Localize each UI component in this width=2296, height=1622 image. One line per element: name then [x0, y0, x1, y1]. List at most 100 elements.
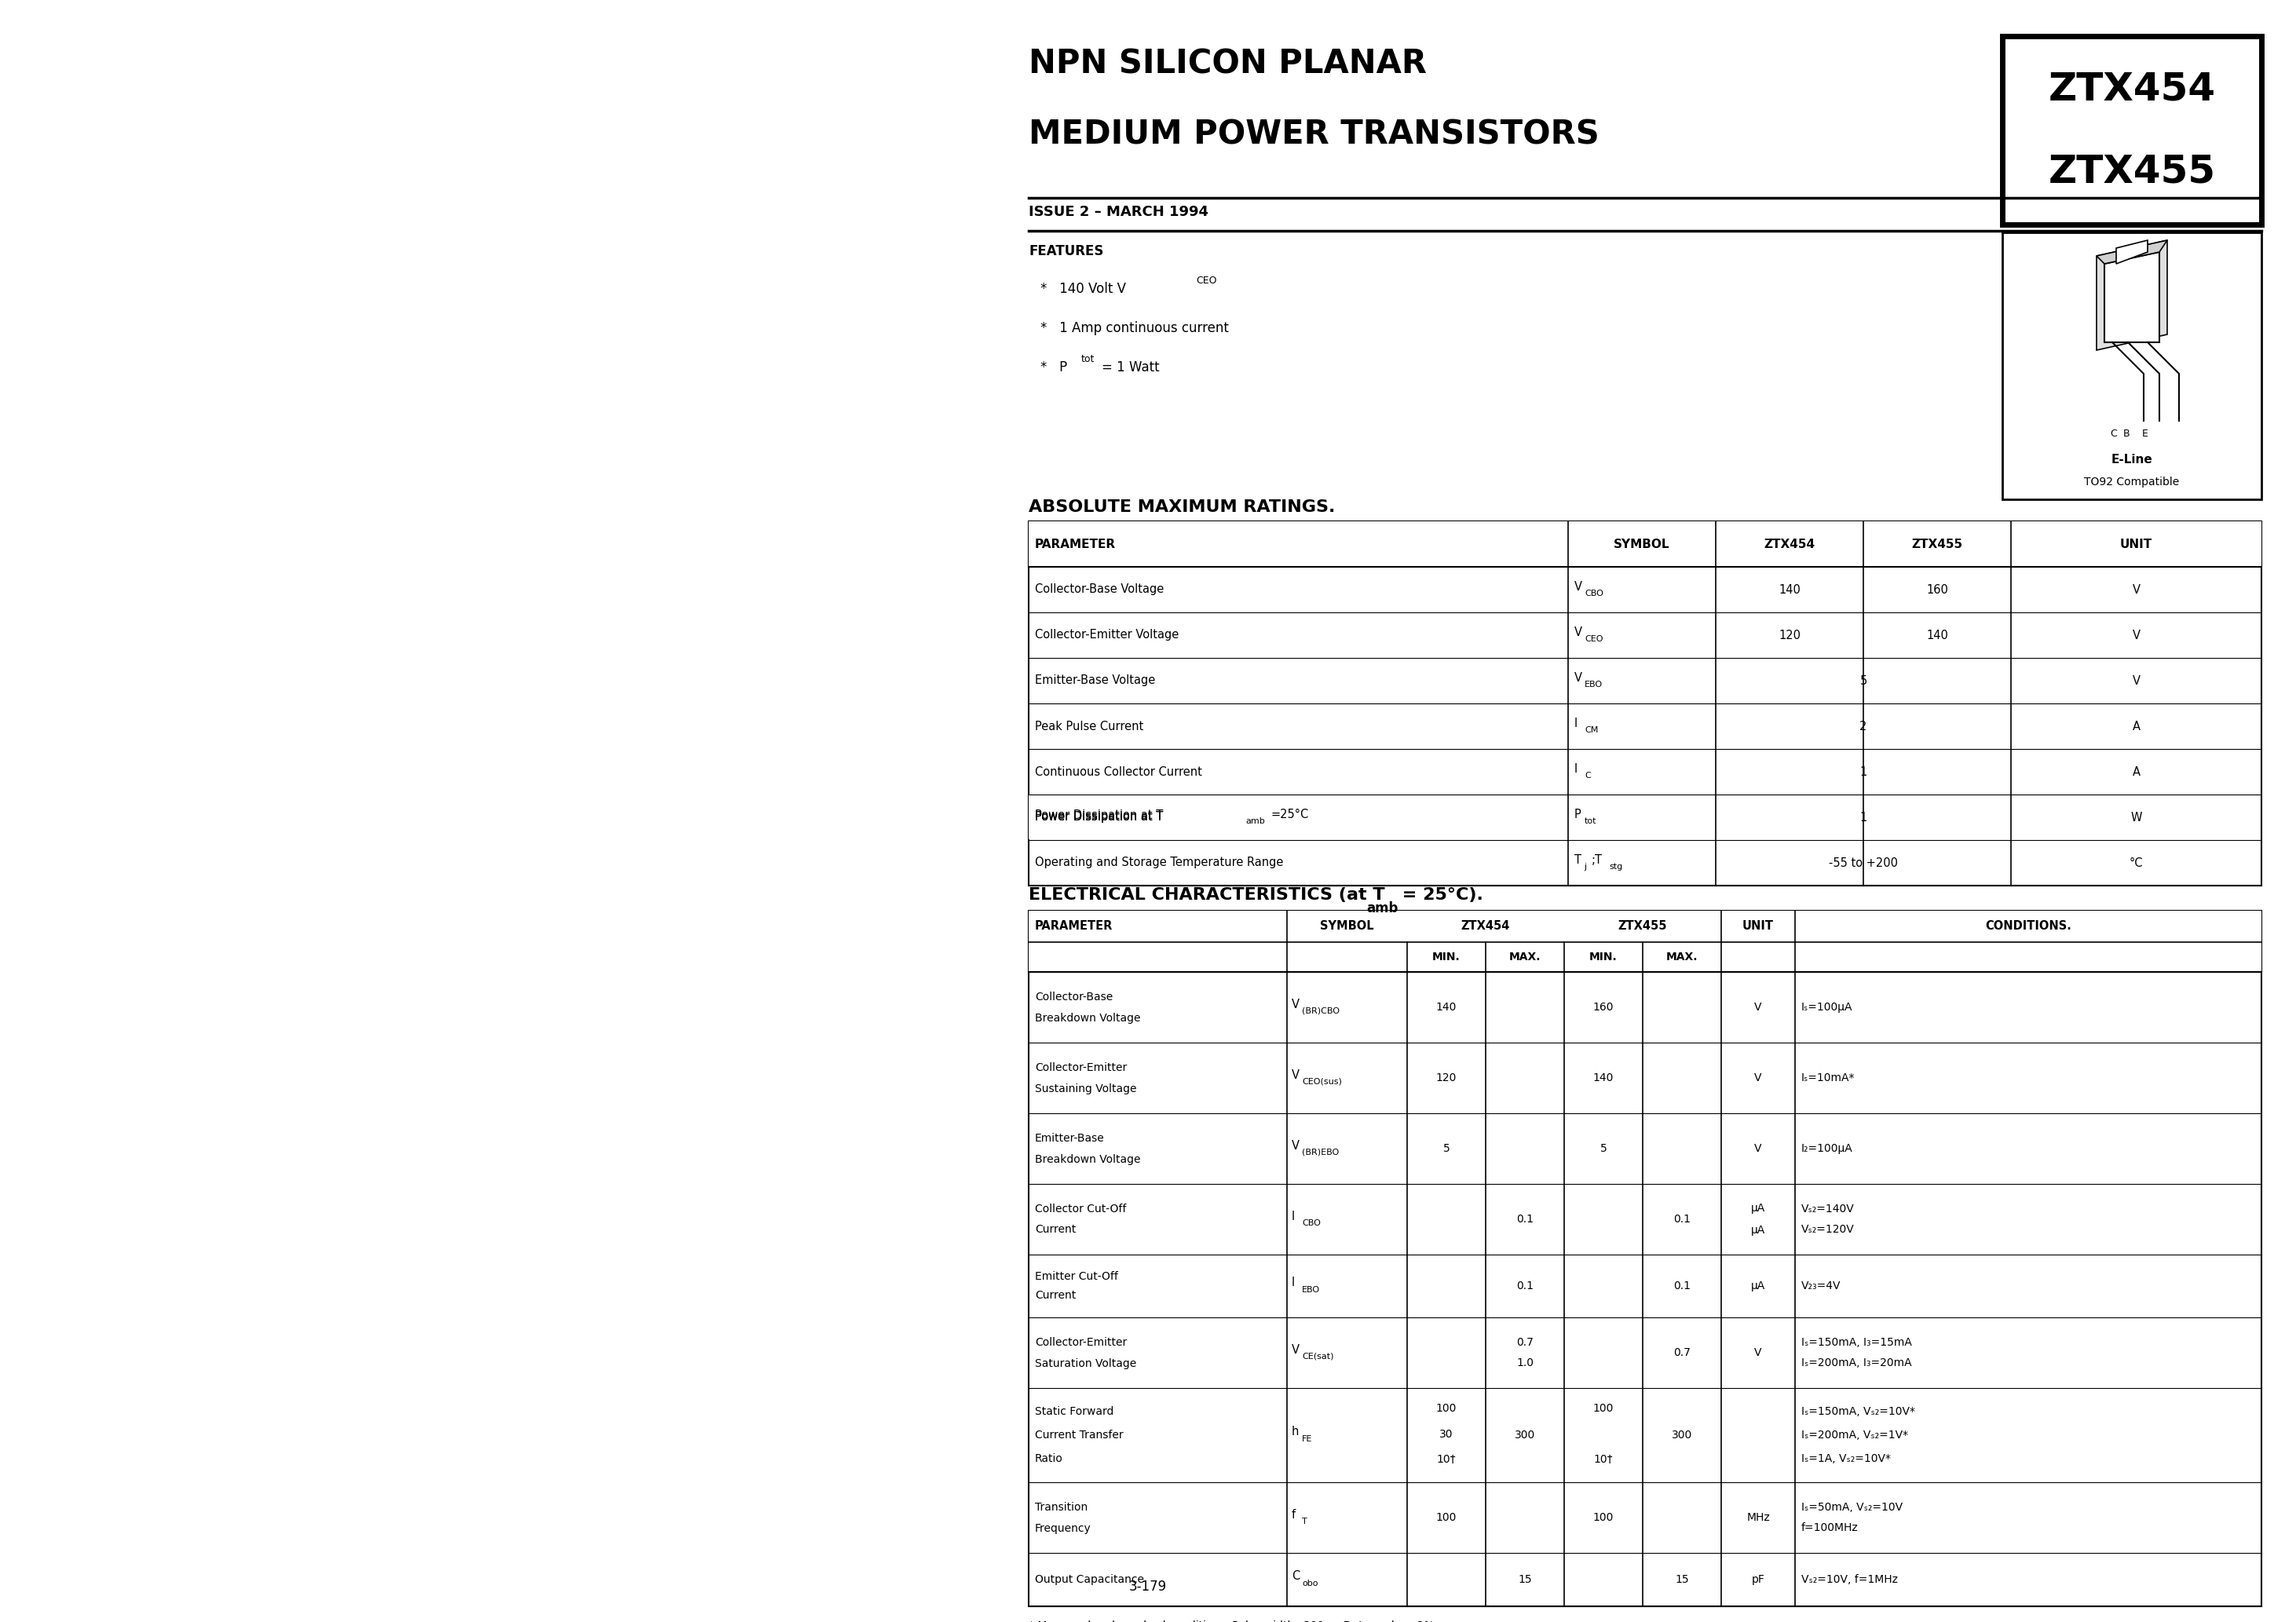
Text: UNIT: UNIT [2119, 539, 2151, 550]
Text: (BR)EBO: (BR)EBO [1302, 1148, 1339, 1156]
Text: PARAMETER: PARAMETER [1035, 539, 1116, 550]
Text: EBO: EBO [1584, 681, 1603, 688]
Text: *   1 Amp continuous current: * 1 Amp continuous current [1040, 321, 1228, 336]
Text: MAX.: MAX. [1508, 952, 1541, 962]
Text: V: V [1293, 1069, 1300, 1080]
Text: UNIT: UNIT [1743, 921, 1775, 933]
Text: Emitter-Base Voltage: Emitter-Base Voltage [1035, 675, 1155, 686]
Text: 15: 15 [1518, 1573, 1531, 1585]
Text: CBO: CBO [1584, 590, 1603, 597]
Text: 100: 100 [1593, 1403, 1614, 1414]
Text: Iₛ=150mA, Vₛ₂=10V*: Iₛ=150mA, Vₛ₂=10V* [1802, 1406, 1915, 1418]
Text: Transition: Transition [1035, 1502, 1088, 1512]
Text: 100: 100 [1435, 1512, 1456, 1523]
Text: V: V [1293, 1343, 1300, 1356]
Text: V: V [1293, 1140, 1300, 1152]
Text: 0.1: 0.1 [1515, 1213, 1534, 1225]
Text: MHz: MHz [1747, 1512, 1770, 1523]
Text: Static Forward: Static Forward [1035, 1406, 1114, 1418]
Text: Power Dissipation at T: Power Dissipation at T [1035, 811, 1164, 824]
Text: CONDITIONS.: CONDITIONS. [1986, 921, 2071, 933]
Text: 1: 1 [1860, 811, 1867, 824]
Text: obo: obo [1302, 1580, 1318, 1588]
Text: MIN.: MIN. [1433, 952, 1460, 962]
Text: ZTX454: ZTX454 [2048, 70, 2216, 107]
Text: 300: 300 [1515, 1429, 1536, 1440]
Text: EBO: EBO [1302, 1286, 1320, 1294]
Text: 10†: 10† [1593, 1455, 1614, 1465]
Text: Iₛ=1A, Vₛ₂=10V*: Iₛ=1A, Vₛ₂=10V* [1802, 1453, 1892, 1465]
Text: Collector-Emitter: Collector-Emitter [1035, 1062, 1127, 1072]
Text: Collector-Base Voltage: Collector-Base Voltage [1035, 584, 1164, 595]
Text: μA: μA [1752, 1225, 1766, 1236]
Text: 0.1: 0.1 [1674, 1280, 1690, 1291]
Bar [2002, 36, 2262, 224]
Bar [1029, 910, 2262, 1606]
Text: 0.1: 0.1 [1674, 1213, 1690, 1225]
Text: *   140 Volt V: * 140 Volt V [1040, 282, 1125, 295]
Text: 0.1: 0.1 [1515, 1280, 1534, 1291]
Text: Current: Current [1035, 1289, 1077, 1301]
Text: Saturation Voltage: Saturation Voltage [1035, 1358, 1137, 1369]
Text: Power Dissipation at T: Power Dissipation at T [1035, 811, 1164, 824]
Text: f=100MHz: f=100MHz [1802, 1523, 1857, 1534]
Text: 5: 5 [1442, 1144, 1449, 1155]
Text: I₂=100μA: I₂=100μA [1802, 1144, 1853, 1155]
Text: = 25°C).: = 25°C). [1396, 887, 1483, 903]
Text: ZTX455: ZTX455 [2048, 152, 2216, 191]
Text: TO92 Compatible: TO92 Compatible [2085, 477, 2179, 488]
Text: Collector-Base: Collector-Base [1035, 991, 1114, 1002]
Text: V: V [1754, 1144, 1761, 1155]
Text: °C: °C [2128, 856, 2142, 869]
Text: amb: amb [1244, 817, 1265, 826]
Text: Iₛ=50mA, Vₛ₂=10V: Iₛ=50mA, Vₛ₂=10V [1802, 1502, 1903, 1512]
Text: 120: 120 [1435, 1072, 1456, 1083]
Text: W: W [2131, 811, 2142, 824]
Text: h: h [1293, 1426, 1300, 1437]
Text: 160: 160 [1926, 584, 1947, 595]
Text: V: V [1754, 1072, 1761, 1083]
Text: V₂₃=4V: V₂₃=4V [1802, 1280, 1841, 1291]
Text: Emitter Cut-Off: Emitter Cut-Off [1035, 1272, 1118, 1281]
Text: V: V [1754, 1002, 1761, 1012]
Text: SYMBOL: SYMBOL [1320, 921, 1373, 933]
Text: I: I [1575, 764, 1577, 775]
Text: 2: 2 [1860, 720, 1867, 732]
Text: CE(sat): CE(sat) [1302, 1353, 1334, 1361]
Text: ABSOLUTE MAXIMUM RATINGS.: ABSOLUTE MAXIMUM RATINGS. [1029, 500, 1336, 516]
Bar [1029, 521, 2262, 886]
Text: 15: 15 [1676, 1573, 1690, 1585]
Text: ZTX455: ZTX455 [1619, 921, 1667, 933]
Text: Iₛ=200mA, I₃=20mA: Iₛ=200mA, I₃=20mA [1802, 1358, 1913, 1369]
Text: A: A [2133, 720, 2140, 732]
Text: C: C [1584, 772, 1591, 780]
Text: MEDIUM POWER TRANSISTORS: MEDIUM POWER TRANSISTORS [1029, 118, 1600, 151]
Text: E: E [2142, 428, 2149, 440]
Text: Emitter-Base: Emitter-Base [1035, 1132, 1104, 1144]
Text: B: B [2124, 428, 2131, 440]
Bar [1029, 521, 2262, 566]
Text: 0.7: 0.7 [1515, 1337, 1534, 1348]
Text: V: V [2133, 675, 2140, 686]
Text: tot: tot [1081, 354, 1095, 365]
Text: 10†: 10† [1437, 1455, 1456, 1465]
Text: Output Capacitance: Output Capacitance [1035, 1573, 1143, 1585]
Text: Iₛ=100μA: Iₛ=100μA [1802, 1002, 1853, 1012]
Text: T: T [1302, 1518, 1306, 1525]
Text: ZTX455: ZTX455 [1913, 539, 1963, 550]
Text: 100: 100 [1593, 1512, 1614, 1523]
Text: Vₛ₂=10V, f=1MHz: Vₛ₂=10V, f=1MHz [1802, 1573, 1899, 1585]
Text: CBO: CBO [1302, 1220, 1320, 1228]
Text: pF: pF [1752, 1573, 1766, 1585]
Text: A: A [2133, 766, 2140, 777]
Text: (BR)CBO: (BR)CBO [1302, 1007, 1339, 1015]
Text: 300: 300 [1671, 1429, 1692, 1440]
Bar [1029, 795, 1568, 839]
Text: 140: 140 [1926, 629, 1947, 641]
Text: T: T [1575, 855, 1582, 866]
Text: Power Dissipation at T: Power Dissipation at T [1035, 809, 1164, 821]
Text: 120: 120 [1779, 629, 1800, 641]
Text: amb: amb [1366, 902, 1398, 915]
Text: μA: μA [1752, 1280, 1766, 1291]
Text: FE: FE [1302, 1435, 1313, 1444]
